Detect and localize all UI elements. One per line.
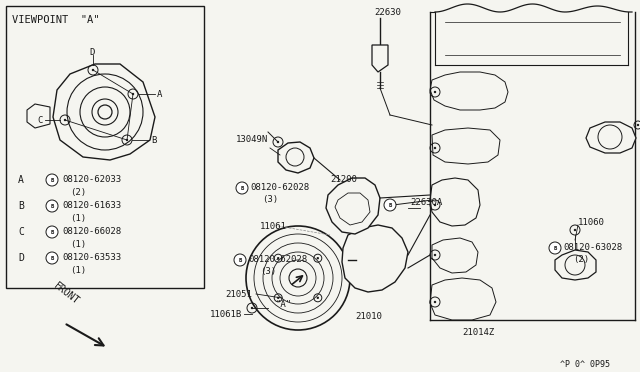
FancyBboxPatch shape <box>6 6 204 288</box>
Text: B: B <box>51 203 54 208</box>
Circle shape <box>277 296 280 299</box>
Text: 22630: 22630 <box>374 8 401 17</box>
Circle shape <box>46 226 58 238</box>
Text: 08120-63028: 08120-63028 <box>563 243 622 252</box>
Circle shape <box>434 204 436 206</box>
Text: D: D <box>18 253 24 263</box>
Text: 08120-61633: 08120-61633 <box>62 201 121 210</box>
Text: 08120-62028: 08120-62028 <box>250 183 309 192</box>
Polygon shape <box>555 250 596 280</box>
Text: B: B <box>388 202 392 208</box>
Text: B: B <box>151 135 156 144</box>
Text: B: B <box>554 246 557 250</box>
Circle shape <box>434 301 436 303</box>
Text: 21051: 21051 <box>225 290 252 299</box>
Text: 13049N: 13049N <box>236 135 268 144</box>
Text: 11061B: 11061B <box>210 310 243 319</box>
Polygon shape <box>278 142 314 173</box>
Text: (2): (2) <box>70 188 86 197</box>
Text: 11061: 11061 <box>260 222 287 231</box>
Circle shape <box>277 257 280 259</box>
Text: C: C <box>37 115 42 125</box>
Text: 08120-62028: 08120-62028 <box>248 255 307 264</box>
Circle shape <box>574 229 576 231</box>
Text: 11060: 11060 <box>578 218 605 227</box>
Circle shape <box>384 199 396 211</box>
Circle shape <box>46 174 58 186</box>
Circle shape <box>236 182 248 194</box>
Text: (3): (3) <box>262 195 278 204</box>
Text: B: B <box>18 201 24 211</box>
Text: D: D <box>89 48 94 57</box>
Polygon shape <box>326 178 380 234</box>
Text: B: B <box>51 230 54 234</box>
Circle shape <box>434 91 436 93</box>
Text: B: B <box>238 257 242 263</box>
Text: 21010: 21010 <box>355 312 382 321</box>
Circle shape <box>46 200 58 212</box>
Text: A: A <box>18 175 24 185</box>
Circle shape <box>132 93 134 95</box>
Text: (1): (1) <box>70 214 86 223</box>
Text: 21014Z: 21014Z <box>462 328 494 337</box>
Circle shape <box>549 242 561 254</box>
Text: 08120-62033: 08120-62033 <box>62 175 121 184</box>
Polygon shape <box>342 225 408 292</box>
Text: (1): (1) <box>70 266 86 275</box>
Circle shape <box>92 69 94 71</box>
Circle shape <box>251 307 253 309</box>
Text: FRONT: FRONT <box>52 281 81 307</box>
Text: B: B <box>51 177 54 183</box>
Text: A: A <box>157 90 163 99</box>
Circle shape <box>46 252 58 264</box>
Circle shape <box>276 141 279 143</box>
Text: (2): (2) <box>573 255 589 264</box>
Polygon shape <box>586 122 636 153</box>
Circle shape <box>64 119 66 121</box>
Text: 22630A: 22630A <box>410 198 442 207</box>
Polygon shape <box>372 45 388 72</box>
Circle shape <box>434 254 436 256</box>
Text: C: C <box>18 227 24 237</box>
Text: (1): (1) <box>70 240 86 249</box>
Circle shape <box>234 254 246 266</box>
Text: VIEWPOINT  "A": VIEWPOINT "A" <box>12 15 99 25</box>
Circle shape <box>317 296 319 299</box>
Text: 21200: 21200 <box>330 175 357 184</box>
Circle shape <box>434 147 436 149</box>
Text: 08120-63533: 08120-63533 <box>62 253 121 262</box>
Circle shape <box>246 226 350 330</box>
Text: B: B <box>241 186 244 190</box>
Circle shape <box>317 257 319 259</box>
Circle shape <box>637 124 639 126</box>
Circle shape <box>126 139 128 141</box>
Text: "A": "A" <box>276 300 292 309</box>
Text: (3): (3) <box>260 267 276 276</box>
Text: 08120-66028: 08120-66028 <box>62 227 121 236</box>
Text: B: B <box>51 256 54 260</box>
Text: ^P 0^ 0P95: ^P 0^ 0P95 <box>560 360 610 369</box>
